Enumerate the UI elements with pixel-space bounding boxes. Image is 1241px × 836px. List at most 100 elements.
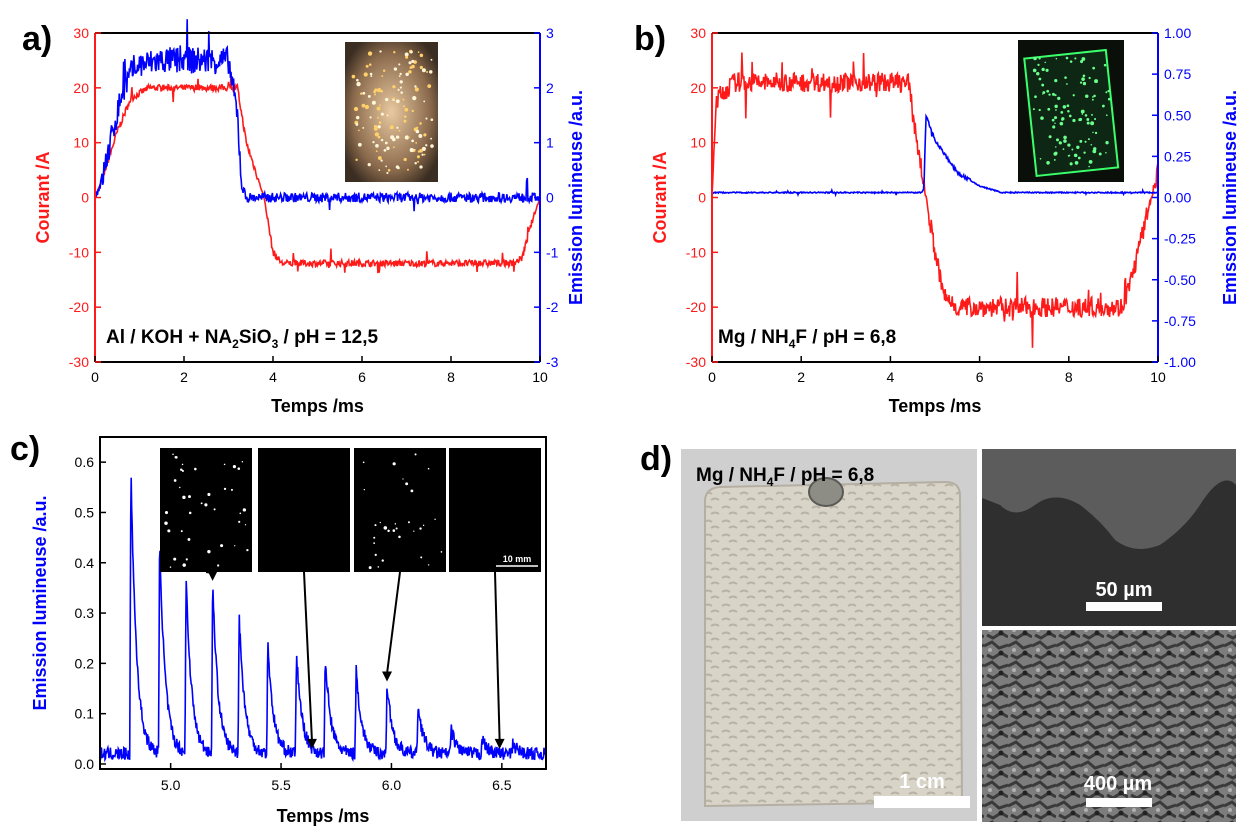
- spark-a: [378, 121, 382, 124]
- y-right-tick-label: 0.25: [1164, 148, 1191, 164]
- spark-b: [1059, 121, 1064, 126]
- spark-a: [386, 146, 390, 151]
- spark-a: [399, 80, 403, 84]
- spark-b: [1092, 131, 1094, 134]
- spark-b: [1082, 81, 1087, 86]
- spark-b: [1038, 57, 1041, 60]
- spark-b: [1069, 60, 1073, 63]
- spark-a: [373, 124, 378, 129]
- spark-b: [1057, 96, 1061, 101]
- y-axis-right-label: Emission lumineuse /a.u.: [566, 90, 586, 305]
- spark-b: [1063, 135, 1067, 140]
- spark-a: [423, 133, 427, 137]
- spark-b: [1076, 145, 1080, 149]
- spark-c: [181, 463, 184, 466]
- y-tick-label: 0.6: [75, 454, 95, 470]
- spark-a: [421, 146, 426, 151]
- spark-c: [173, 557, 177, 561]
- spark-c: [223, 463, 226, 466]
- spark-a: [425, 117, 428, 120]
- spark-c: [238, 520, 241, 523]
- spark-b: [1058, 141, 1062, 145]
- spark-a: [386, 114, 389, 117]
- spark-c: [241, 461, 244, 463]
- spark-b: [1105, 141, 1109, 145]
- chart-b-annotation: Mg / NH4F / pH = 6,8: [718, 327, 896, 351]
- spark-b: [1048, 93, 1051, 96]
- spark-c: [180, 530, 183, 533]
- spark-a: [404, 135, 409, 140]
- x-tick-label: 5.0: [161, 777, 181, 793]
- spark-a: [430, 118, 434, 122]
- spark-c: [220, 544, 224, 548]
- spark-c: [383, 526, 388, 530]
- spark-b: [1053, 159, 1056, 161]
- spark-b: [1047, 107, 1051, 111]
- y-left-tick-label: 20: [73, 80, 89, 96]
- x-tick-label: 6: [358, 369, 366, 385]
- x-tick-label: 6.0: [382, 777, 402, 793]
- arrow-line: [386, 571, 401, 674]
- spark-c: [410, 489, 414, 493]
- spark-c: [223, 487, 227, 491]
- spark-a: [356, 81, 361, 87]
- y-left-tick-label: 10: [73, 135, 89, 151]
- spark-a: [416, 126, 419, 129]
- spark-c: [373, 542, 376, 545]
- x-tick-label: 6.5: [492, 777, 512, 793]
- sem-top-scale-label: 50 µm: [1095, 579, 1152, 601]
- spark-a: [417, 160, 419, 163]
- spark-b: [1055, 57, 1058, 60]
- spark-a: [358, 129, 360, 132]
- spark-a: [402, 105, 406, 108]
- y-left-tick-label: 30: [73, 25, 89, 41]
- inset-photo-sparks-a: [351, 49, 434, 175]
- spark-c: [180, 468, 183, 471]
- spark-a: [371, 100, 376, 105]
- spark-b: [1067, 110, 1070, 113]
- chart-c-inset-frames: 10 mm: [160, 448, 541, 572]
- x-axis-label: Temps /ms: [889, 396, 982, 416]
- spark-c: [387, 529, 390, 533]
- spark-b: [1032, 68, 1037, 73]
- spark-b: [1082, 74, 1086, 78]
- y-right-tick-label: -0.75: [1164, 313, 1196, 329]
- panel-a-letter: a): [22, 20, 52, 58]
- spark-c: [377, 566, 380, 568]
- spark-b: [1067, 143, 1071, 147]
- spark-b: [1105, 91, 1108, 94]
- spark-a: [409, 50, 413, 54]
- x-tick-label: 2: [180, 369, 188, 385]
- spark-a: [374, 132, 380, 137]
- spark-c: [169, 566, 172, 568]
- spark-a: [379, 50, 382, 53]
- spark-a: [367, 162, 371, 167]
- spark-a: [412, 95, 417, 101]
- spark-c: [440, 551, 443, 553]
- spark-b: [1077, 156, 1081, 160]
- spark-c: [194, 467, 197, 471]
- spark-b: [1090, 143, 1093, 146]
- y-right-tick-label: 0.00: [1164, 190, 1191, 206]
- y-left-tick-label: 20: [690, 80, 706, 96]
- spark-a: [416, 155, 420, 159]
- sem-image-cross-section: 50 µm: [982, 449, 1236, 626]
- spark-c: [187, 538, 191, 541]
- spark-a: [430, 137, 433, 140]
- spark-a: [396, 126, 399, 129]
- y-left-tick-label: -30: [686, 354, 706, 370]
- spark-b: [1093, 94, 1096, 98]
- spark-a: [411, 59, 415, 63]
- spark-c: [413, 530, 415, 532]
- spark-a: [385, 165, 388, 168]
- spark-b: [1068, 114, 1072, 118]
- chart-b-plot: 0 2 4 6 8 10 -30 -20 -10 0 10 20 30 -1.00 -0.75 -0.50 -0…: [650, 25, 1240, 416]
- spark-c: [164, 521, 168, 525]
- spark-b: [1094, 79, 1099, 84]
- spark-a: [370, 75, 373, 78]
- spark-a: [419, 148, 423, 153]
- chart-b-inset-photo: [1018, 40, 1124, 182]
- spark-a: [408, 61, 412, 65]
- y-left-tick-label: -10: [69, 244, 89, 260]
- spark-a: [383, 148, 387, 152]
